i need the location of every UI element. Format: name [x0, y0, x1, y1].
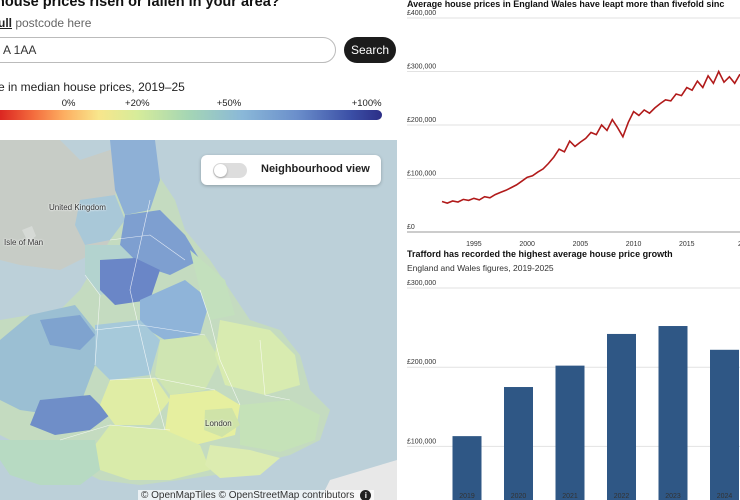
bar-xtick-0: 2019: [459, 493, 475, 500]
line-xtick-3: 2010: [626, 241, 642, 248]
region-london: [204, 408, 240, 437]
bar-ytick-0: £300,000: [407, 280, 436, 287]
search-subtitle: ull postcode here: [0, 16, 91, 30]
legend-tick-2: +50%: [216, 98, 242, 109]
line-ytick-1: £300,000: [407, 64, 436, 71]
toggle-label: Neighbourhood view: [261, 163, 370, 175]
legend-tick-3: +100%: [351, 98, 382, 109]
bar-2022: [607, 333, 636, 500]
line-xtick-0: 1995: [466, 241, 482, 248]
legend-title: e in median house prices, 2019–25: [0, 80, 185, 94]
legend-color-bar: [0, 110, 382, 120]
legend-tick-0: 0%: [61, 98, 76, 109]
charts-panel: Average house prices in England Wales ha…: [397, 0, 740, 500]
region-west-mid: [95, 320, 160, 380]
region-east-anglia: [215, 320, 300, 395]
map-shapes: [0, 140, 397, 500]
neighbourhood-view-control[interactable]: Neighbourhood view: [201, 155, 381, 185]
region-kent: [240, 400, 320, 452]
bar-2024: [710, 349, 739, 500]
map-panel: house prices risen or fallen in your are…: [0, 0, 397, 500]
bar-xtick-2: 2021: [562, 493, 578, 500]
toggle-knob: [214, 164, 227, 177]
bar-chart-title: Trafford has recorded the highest averag…: [407, 249, 673, 259]
bar-2020: [504, 387, 533, 500]
line-chart-title: Average house prices in England Wales ha…: [407, 0, 725, 9]
region-south: [95, 425, 210, 480]
region-cotswold: [100, 378, 170, 425]
map-label-uk: United Kingdom: [49, 203, 106, 212]
map-label-london: London: [205, 419, 232, 428]
page-title: house prices risen or fallen in your are…: [0, 0, 280, 10]
bar-xtick-3: 2022: [614, 493, 630, 500]
attribution-text: © OpenMapTiles © OpenStreetMap contribut…: [141, 490, 355, 500]
legend-tick-1: +20%: [125, 98, 150, 109]
region-wales-north: [40, 315, 95, 350]
bar-ytick-1: £200,000: [407, 359, 436, 366]
map-label-isle-of-man: Isle of Man: [4, 238, 44, 247]
region-east-mid: [155, 335, 220, 395]
info-icon[interactable]: i: [360, 490, 372, 500]
isle-of-man: [22, 226, 36, 242]
line-ytick-4: £0: [407, 224, 415, 231]
region-north-blue: [110, 140, 160, 215]
bar-xtick-1: 2020: [511, 493, 527, 500]
line-xtick-5: 2: [738, 241, 740, 248]
bar-2023: [658, 326, 688, 500]
region-south-coast: [205, 445, 280, 478]
line-chart: £400,000 £300,000 £200,000 £100,000 £0 1995 20…: [407, 10, 740, 248]
neighbourhood-toggle[interactable]: [213, 163, 247, 178]
map-attribution: © OpenMapTiles © OpenStreetMap contribut…: [138, 490, 375, 500]
line-xtick-4: 2015: [679, 241, 695, 248]
line-ytick-2: £200,000: [407, 117, 436, 124]
region-cumbria: [75, 195, 125, 245]
legend-ticks: 0% +20% +50% +100%: [0, 98, 382, 110]
search-button[interactable]: Search: [344, 37, 396, 63]
region-lincoln: [190, 250, 235, 320]
region-south-wales: [30, 395, 110, 435]
subtitle-bold: ull: [0, 16, 12, 30]
postcode-search-input[interactable]: [0, 37, 336, 63]
region-southwest: [0, 440, 100, 485]
subtitle-rest: postcode here: [12, 16, 92, 30]
line-ytick-0: £400,000: [407, 10, 436, 17]
line-series-price: [441, 69, 740, 204]
choropleth-map[interactable]: United Kingdom Isle of Man London Neighb…: [0, 140, 397, 500]
bar-chart-subtitle: England and Wales figures, 2019-2025: [407, 263, 554, 273]
region-manchester: [100, 258, 160, 305]
bar-2021: [555, 365, 585, 500]
line-xtick-2: 2005: [573, 241, 589, 248]
bar-chart: £300,000 £200,000 £100,000 2019 2020 2021 2022…: [407, 280, 740, 500]
line-ytick-3: £100,000: [407, 171, 436, 178]
bar-xtick-4: 2023: [665, 493, 681, 500]
bar-xtick-5: 2024: [717, 493, 733, 500]
bar-ytick-2: £100,000: [407, 438, 436, 445]
region-midlands-north: [140, 280, 210, 340]
line-xtick-1: 2000: [519, 241, 535, 248]
bar-2019: [452, 436, 482, 500]
